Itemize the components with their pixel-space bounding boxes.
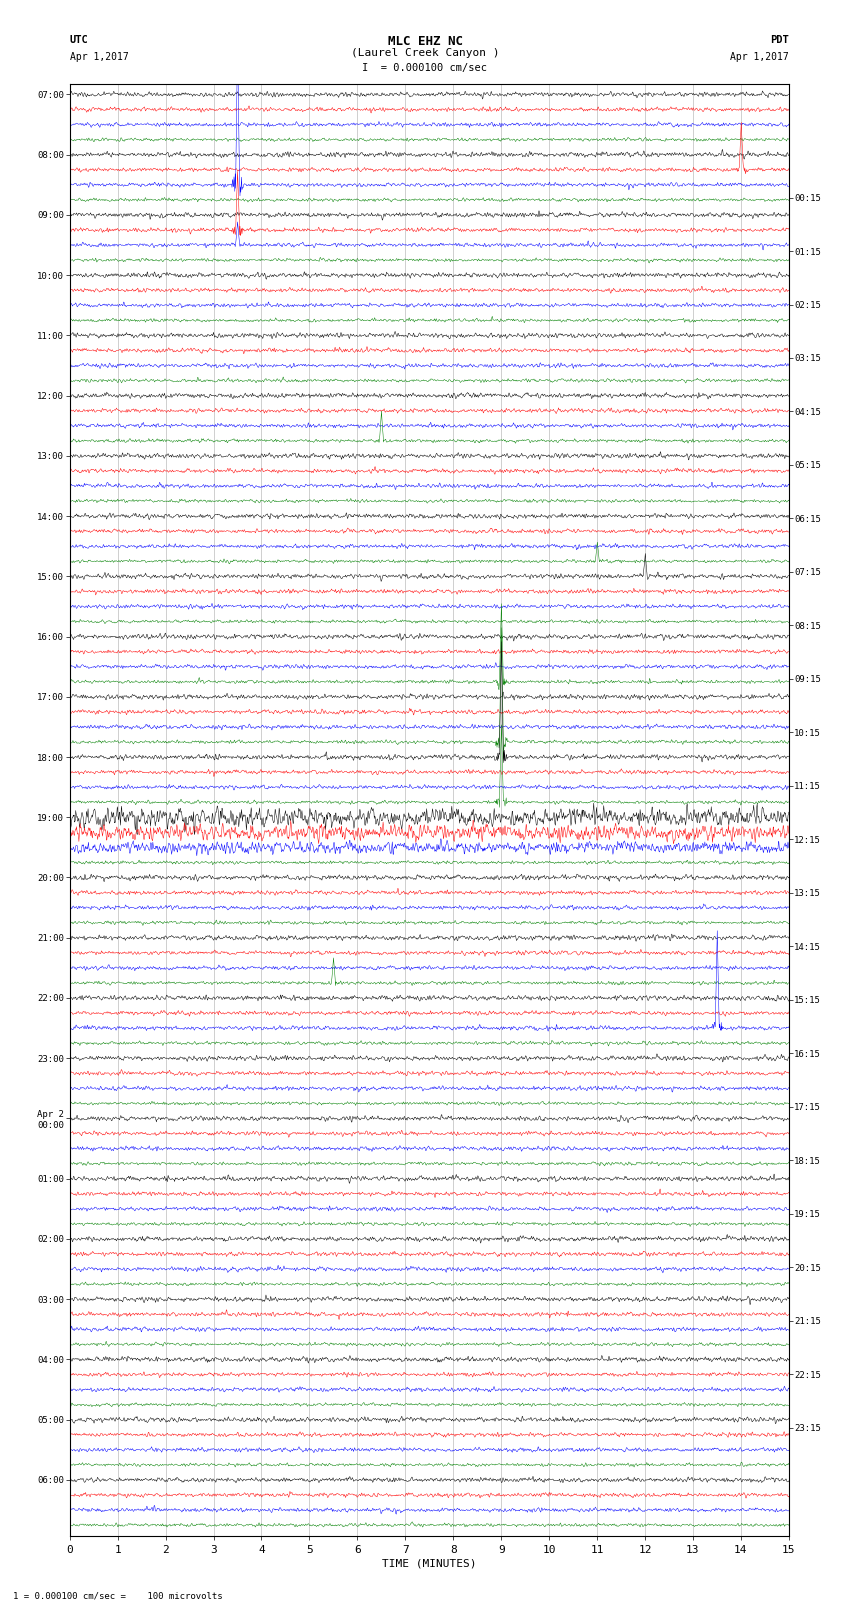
Text: I  = 0.000100 cm/sec: I = 0.000100 cm/sec bbox=[362, 63, 488, 73]
Text: MLC EHZ NC: MLC EHZ NC bbox=[388, 35, 462, 48]
Text: UTC: UTC bbox=[70, 35, 88, 45]
Text: (Laurel Creek Canyon ): (Laurel Creek Canyon ) bbox=[351, 48, 499, 58]
Text: 1 = 0.000100 cm/sec =    100 microvolts: 1 = 0.000100 cm/sec = 100 microvolts bbox=[13, 1590, 223, 1600]
X-axis label: TIME (MINUTES): TIME (MINUTES) bbox=[382, 1558, 477, 1569]
Text: PDT: PDT bbox=[770, 35, 789, 45]
Text: Apr 1,2017: Apr 1,2017 bbox=[70, 52, 128, 61]
Text: Apr 1,2017: Apr 1,2017 bbox=[730, 52, 789, 61]
